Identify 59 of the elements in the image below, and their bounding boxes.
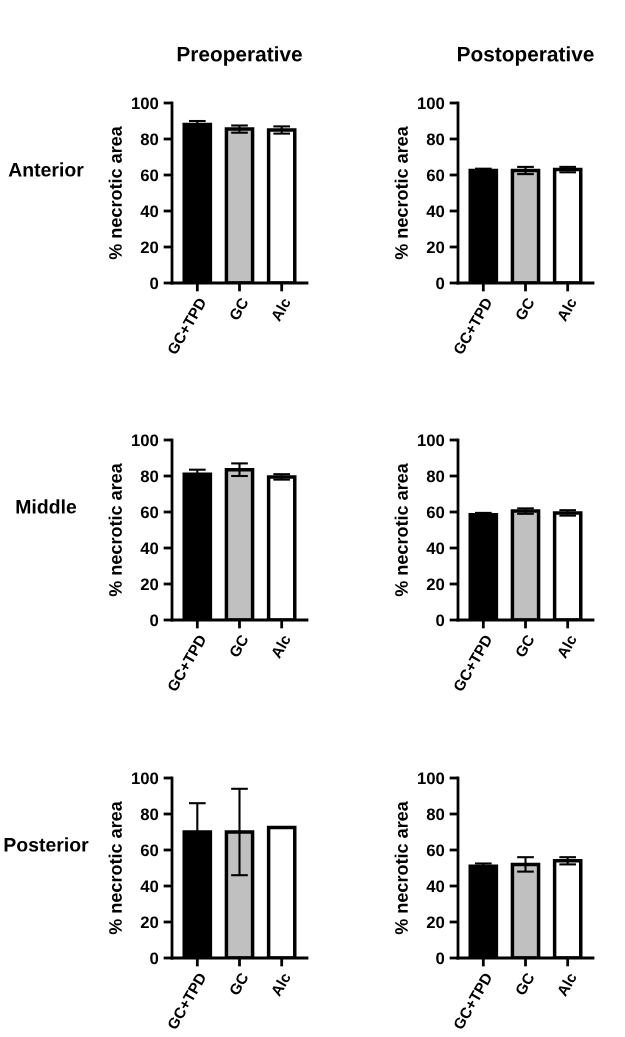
y-tick-label: 40 xyxy=(426,205,445,218)
y-axis-title: % necrotic area xyxy=(108,801,122,935)
y-tick-label: 80 xyxy=(426,470,445,483)
chart-title: Preoperative xyxy=(177,46,302,66)
y-tick-label: 80 xyxy=(140,133,159,146)
y-axis-title: % necrotic area xyxy=(394,801,408,935)
chart-title: Postoperative xyxy=(458,46,594,66)
x-tick-label: GC xyxy=(514,971,536,997)
y-tick-label: 20 xyxy=(140,916,159,929)
x-tick-label: GC xyxy=(228,633,250,659)
y-axis-title: % necrotic area xyxy=(108,463,122,597)
y-tick-label: 80 xyxy=(140,808,159,821)
y-axis-title: % necrotic area xyxy=(394,463,408,597)
y-tick-label: 20 xyxy=(426,241,445,254)
y-tick-label: 20 xyxy=(426,578,445,591)
y-tick-label: 20 xyxy=(140,241,159,254)
text: Posterior xyxy=(4,837,89,852)
y-axis-title: % necrotic area xyxy=(394,126,408,260)
text: Anterior xyxy=(8,162,84,177)
x-tick-label: Alc xyxy=(555,971,578,998)
y-tick-label: 100 xyxy=(132,97,159,110)
y-tick-label: 80 xyxy=(426,808,445,821)
y-tick-label: 0 xyxy=(150,614,159,627)
y-tick-label: 60 xyxy=(140,506,159,519)
y-tick-label: 80 xyxy=(426,133,445,146)
y-tick-label: 40 xyxy=(140,542,159,555)
y-tick-label: 100 xyxy=(132,434,159,447)
x-tick-label: GC xyxy=(514,296,536,322)
y-tick-label: 80 xyxy=(140,470,159,483)
y-tick-label: 100 xyxy=(418,434,445,447)
y-tick-label: 40 xyxy=(140,205,159,218)
x-tick-label: Alc xyxy=(269,296,292,323)
y-tick-label: 100 xyxy=(132,772,159,785)
x-tick-label: GC xyxy=(228,971,250,997)
text: Middle xyxy=(16,499,77,514)
y-tick-label: 20 xyxy=(426,916,445,929)
x-tick-label: Alc xyxy=(269,633,292,660)
y-tick-label: 0 xyxy=(150,952,159,965)
y-tick-label: 40 xyxy=(426,542,445,555)
x-tick-label: Alc xyxy=(269,971,292,998)
y-tick-label: 0 xyxy=(436,277,445,290)
y-tick-label: 0 xyxy=(436,952,445,965)
x-tick-label: Alc xyxy=(555,633,578,660)
y-tick-label: 60 xyxy=(426,844,445,857)
y-tick-label: 20 xyxy=(140,578,159,591)
x-tick-label: GC xyxy=(228,296,250,322)
y-tick-label: 40 xyxy=(426,880,445,893)
y-tick-label: 0 xyxy=(150,277,159,290)
y-axis-title: % necrotic area xyxy=(108,126,122,260)
y-tick-label: 100 xyxy=(418,772,445,785)
x-tick-label: GC xyxy=(514,633,536,659)
y-tick-label: 100 xyxy=(418,97,445,110)
x-tick-label: Alc xyxy=(555,296,578,323)
y-tick-label: 60 xyxy=(426,506,445,519)
y-tick-label: 0 xyxy=(436,614,445,627)
y-tick-label: 40 xyxy=(140,880,159,893)
y-tick-label: 60 xyxy=(140,169,159,182)
y-tick-label: 60 xyxy=(426,169,445,182)
y-tick-label: 60 xyxy=(140,844,159,857)
